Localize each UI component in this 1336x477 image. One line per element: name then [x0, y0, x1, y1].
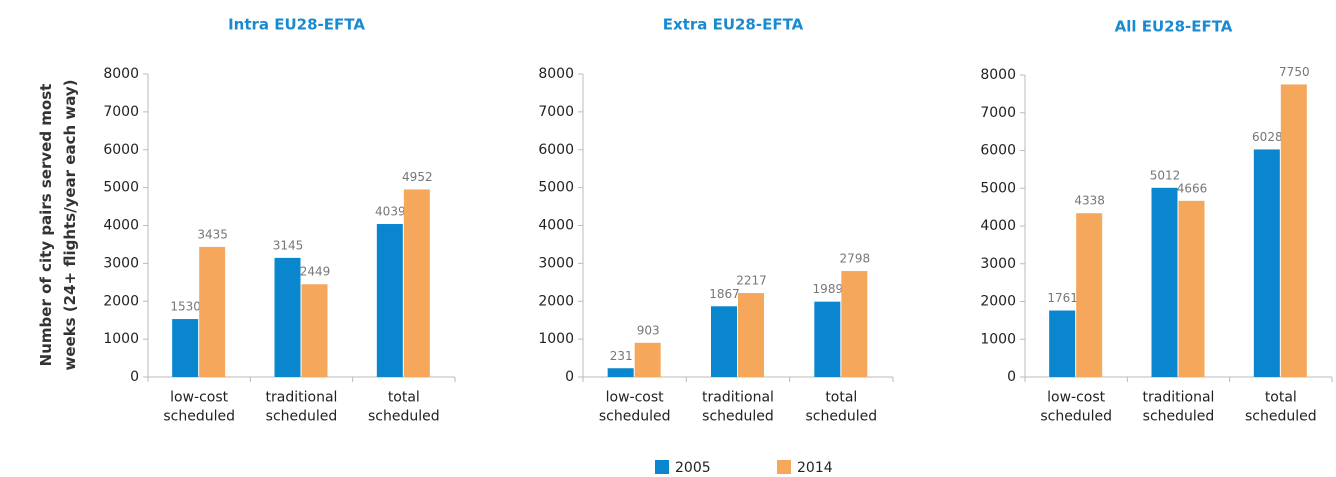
value-label: 2217	[736, 274, 767, 288]
x-tick-label: traditional scheduled	[1143, 390, 1215, 425]
bar	[1178, 200, 1205, 377]
bar	[1280, 84, 1307, 377]
y-tick-label: 1000	[538, 331, 574, 347]
x-tick-label: low-cost scheduled	[1040, 390, 1112, 425]
y-tick-label: 5000	[538, 180, 574, 196]
y-tick-label: 7000	[103, 104, 139, 120]
x-tick-label: low-cost scheduled	[163, 390, 235, 425]
y-tick-label: 8000	[980, 67, 1016, 83]
y-tick-label: 2000	[980, 294, 1016, 310]
y-tick-label: 6000	[538, 142, 574, 158]
x-tick-label: total scheduled	[806, 390, 878, 425]
value-label: 6028	[1252, 130, 1283, 144]
y-tick-label: 4000	[538, 218, 574, 234]
value-label: 3145	[273, 238, 304, 252]
y-tick-label: 3000	[980, 256, 1016, 272]
y-tick-label: 0	[130, 369, 139, 385]
x-tick-label: low-cost scheduled	[599, 390, 671, 425]
bar	[376, 224, 403, 377]
value-label: 1989	[813, 282, 844, 296]
bar	[1151, 187, 1178, 377]
y-tick-label: 0	[1007, 369, 1016, 385]
x-tick-label: traditional scheduled	[266, 390, 338, 425]
value-label: 4338	[1074, 194, 1105, 208]
y-tick-label: 2000	[103, 293, 139, 309]
x-tick-label: total scheduled	[368, 390, 440, 425]
bar	[1253, 149, 1280, 377]
bar	[1049, 310, 1076, 377]
x-tick-label: traditional scheduled	[702, 390, 774, 425]
bar	[738, 293, 764, 377]
value-label: 4039	[375, 205, 406, 219]
bar	[403, 189, 430, 377]
legend-swatch	[777, 460, 791, 474]
y-tick-label: 8000	[103, 66, 139, 82]
bar	[274, 257, 301, 377]
bar	[607, 368, 634, 377]
value-label: 903	[637, 323, 660, 337]
y-tick-label: 7000	[980, 105, 1016, 121]
legend-swatch	[655, 460, 669, 474]
chart-title: Extra EU28-EFTA	[663, 16, 804, 34]
bar	[711, 306, 737, 377]
x-tick-label: total scheduled	[1245, 390, 1317, 425]
value-label: 1530	[170, 300, 201, 314]
bar	[634, 342, 661, 377]
legend-label: 2005	[675, 460, 711, 476]
value-label: 4666	[1177, 181, 1208, 195]
y-tick-label: 4000	[103, 218, 139, 234]
value-label: 7750	[1279, 65, 1310, 79]
bar	[1076, 213, 1103, 377]
y-tick-label: 1000	[980, 331, 1016, 347]
y-tick-label: 4000	[980, 218, 1016, 234]
y-tick-label: 6000	[980, 143, 1016, 159]
y-tick-label: 5000	[980, 180, 1016, 196]
y-tick-label: 3000	[103, 255, 139, 271]
value-label: 3435	[197, 227, 228, 241]
y-tick-label: 8000	[538, 66, 574, 82]
y-axis-label: Number of city pairs served most weeks (2…	[37, 79, 79, 370]
bar	[841, 271, 868, 377]
y-tick-label: 7000	[538, 104, 574, 120]
value-label: 4952	[402, 170, 433, 184]
value-label: 2449	[300, 265, 331, 279]
y-tick-label: 6000	[103, 142, 139, 158]
y-tick-label: 1000	[103, 331, 139, 347]
bar	[814, 301, 841, 377]
bar	[301, 284, 328, 377]
value-label: 1867	[709, 287, 740, 301]
value-label: 5012	[1150, 168, 1181, 182]
chart-title: All EU28-EFTA	[1115, 18, 1233, 36]
chart-title: Intra EU28-EFTA	[228, 16, 365, 34]
value-label: 2798	[840, 252, 871, 266]
y-tick-label: 2000	[538, 293, 574, 309]
value-label: 231	[610, 349, 633, 363]
bar	[199, 246, 226, 377]
value-label: 1761	[1047, 291, 1078, 305]
y-tick-label: 3000	[538, 255, 574, 271]
legend-label: 2014	[797, 460, 833, 476]
bar	[172, 319, 199, 377]
y-tick-label: 5000	[103, 180, 139, 196]
y-tick-label: 0	[565, 369, 574, 385]
